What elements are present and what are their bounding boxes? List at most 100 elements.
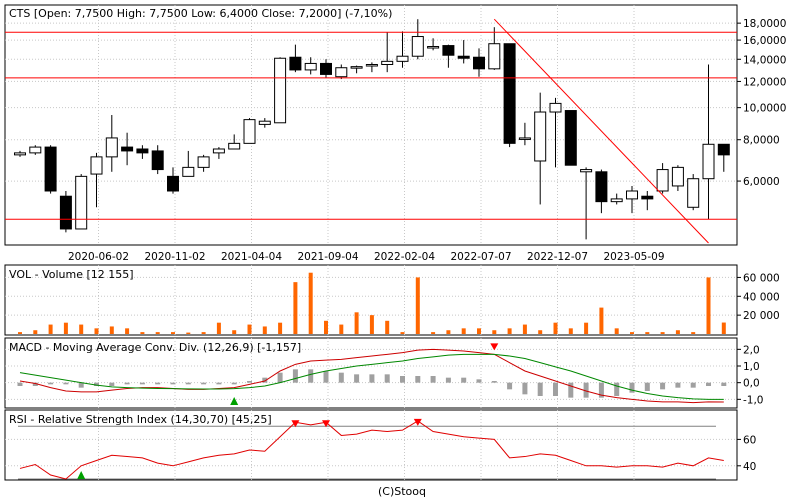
candle-body bbox=[396, 55, 409, 62]
macd-histogram-bar bbox=[690, 382, 696, 388]
macd-histogram-bar bbox=[292, 369, 298, 383]
macd-histogram-bar bbox=[109, 382, 115, 386]
x-tick-label: 2023-05-09 bbox=[603, 251, 664, 263]
macd-histogram-bar bbox=[507, 382, 513, 390]
macd-histogram-bar bbox=[400, 376, 405, 383]
macd-buy-marker bbox=[230, 397, 239, 405]
volume-bar bbox=[262, 326, 267, 334]
macd-histogram-bar bbox=[522, 382, 528, 395]
macd-histogram-bar bbox=[277, 372, 283, 383]
candle-body bbox=[274, 57, 287, 124]
macd-histogram-bar bbox=[247, 381, 252, 383]
macd-histogram-bar bbox=[384, 374, 390, 383]
macd-histogram-bar bbox=[323, 371, 329, 383]
candle-body bbox=[671, 166, 684, 187]
macd-histogram-bar bbox=[445, 377, 451, 383]
volume-bar bbox=[324, 320, 328, 334]
macd-histogram-bar bbox=[124, 382, 130, 385]
candle-body bbox=[626, 190, 638, 200]
volume-bar bbox=[94, 328, 99, 334]
macd-histogram-bar bbox=[537, 382, 543, 396]
volume-bar bbox=[33, 330, 38, 334]
volume-bar bbox=[415, 277, 420, 334]
volume-layer bbox=[18, 272, 726, 334]
candle-body bbox=[411, 36, 424, 57]
candle-body bbox=[289, 56, 302, 71]
volume-bar bbox=[522, 324, 527, 334]
candle-body bbox=[518, 137, 531, 140]
macd-y-tick-label: 0,0 bbox=[743, 378, 760, 390]
volume-bar bbox=[400, 332, 405, 334]
volume-bar bbox=[477, 328, 481, 334]
rsi-line bbox=[19, 420, 724, 480]
candle-body bbox=[167, 175, 179, 192]
volume-bar bbox=[232, 330, 237, 334]
macd-histogram-bar bbox=[553, 382, 558, 396]
candle-body bbox=[105, 137, 118, 158]
macd-y-tick-label: 2,0 bbox=[743, 344, 760, 356]
candle-body bbox=[75, 175, 88, 230]
volume-bar bbox=[645, 332, 650, 334]
macd-layer bbox=[17, 343, 727, 405]
candle-body bbox=[473, 56, 485, 70]
volume-bar bbox=[492, 330, 497, 334]
candle-body bbox=[488, 43, 501, 70]
rsi-panel-frame bbox=[4, 409, 738, 481]
volume-y-tick-label: 60 000 bbox=[743, 272, 780, 284]
candle-body bbox=[534, 111, 547, 162]
candle-body bbox=[457, 55, 470, 59]
macd-histogram-bar bbox=[430, 376, 436, 383]
candle-body bbox=[304, 62, 317, 71]
volume-y-tick-label: 20 000 bbox=[743, 310, 780, 322]
macd-histogram-bar bbox=[32, 382, 38, 386]
price-y-tick-label: 6,0000 bbox=[743, 176, 780, 188]
macd-histogram-bar bbox=[461, 377, 467, 383]
candle-body bbox=[243, 119, 256, 144]
macd-histogram-bar bbox=[476, 379, 482, 383]
macd-histogram-bar bbox=[231, 382, 237, 385]
candle-body bbox=[350, 66, 363, 69]
macd-histogram-bar bbox=[369, 374, 375, 383]
price-panel-frame bbox=[4, 4, 738, 246]
volume-bar bbox=[171, 332, 175, 334]
candle-body bbox=[212, 148, 225, 154]
volume-bar bbox=[201, 332, 206, 334]
macd-histogram-bar bbox=[63, 382, 69, 385]
volume-bar bbox=[48, 324, 53, 334]
price-y-tick-label: 12,0000 bbox=[743, 76, 786, 88]
candle-body bbox=[182, 166, 195, 177]
volume-bar bbox=[247, 324, 252, 334]
macd-histogram-bar bbox=[568, 382, 574, 398]
macd-histogram-bar bbox=[201, 382, 207, 385]
volume-bar bbox=[385, 320, 390, 334]
volume-panel-title: VOL - Volume [12 155] bbox=[9, 268, 134, 281]
candle-body bbox=[14, 152, 26, 156]
candle-body bbox=[197, 156, 210, 168]
volume-bar bbox=[79, 324, 84, 334]
rsi-sell-marker bbox=[413, 418, 422, 426]
volume-bar bbox=[278, 322, 283, 334]
footer-copyright: (C)Stooq bbox=[378, 485, 426, 498]
volume-bar bbox=[216, 322, 221, 334]
rsi-sell-marker bbox=[322, 420, 330, 428]
volume-bar bbox=[63, 322, 68, 334]
volume-bar bbox=[630, 332, 634, 334]
candle-body bbox=[442, 45, 455, 56]
volume-bar bbox=[538, 330, 543, 334]
volume-bar bbox=[431, 332, 436, 334]
macd-histogram-bar bbox=[660, 382, 666, 390]
volume-bar bbox=[691, 332, 696, 334]
macd-histogram-bar bbox=[216, 382, 222, 385]
volume-bar bbox=[18, 332, 22, 334]
macd-sell-marker bbox=[490, 343, 499, 351]
axis-layer: 2020-06-02 2020-11-02 2021-04-04 2021-09-04… bbox=[68, 18, 786, 473]
macd-histogram-bar bbox=[583, 382, 589, 398]
macd-y-tick-label: 1,0 bbox=[743, 361, 760, 373]
price-y-tick-label: 8,0000 bbox=[743, 135, 780, 147]
candle-body bbox=[580, 169, 593, 173]
candle-body bbox=[381, 60, 394, 66]
candle-body bbox=[610, 198, 623, 203]
macd-histogram-bar bbox=[155, 382, 161, 385]
macd-panel-title: MACD - Moving Average Conv. Div. (12,26,… bbox=[9, 341, 301, 354]
